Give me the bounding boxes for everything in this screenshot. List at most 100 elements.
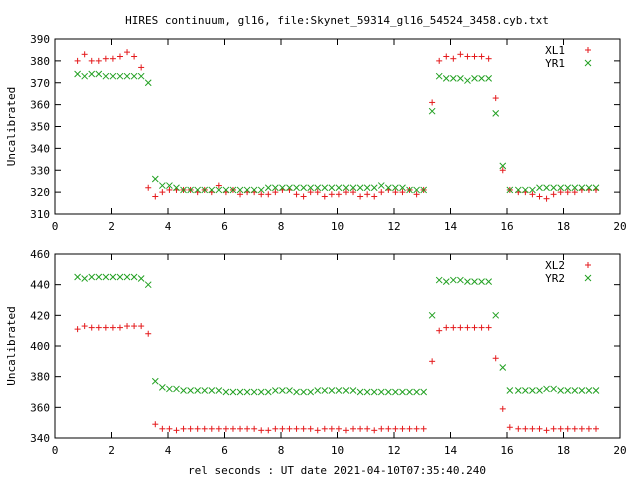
- x-axis-label: rel seconds : UT date 2021-04-10T07:35:4…: [188, 464, 486, 477]
- point-XL2: [342, 427, 349, 434]
- point-YR1: [300, 184, 307, 192]
- y-tick-label: 360: [30, 401, 50, 414]
- point-YR2-d2: [279, 387, 286, 394]
- point-YR2: [363, 388, 371, 396]
- point-YR2: [208, 387, 216, 394]
- point-YR2: [413, 388, 420, 396]
- plot-frame: [54, 253, 621, 439]
- point-YR2-d2: [384, 388, 392, 396]
- legend-marker-YR1-d2: [584, 59, 592, 67]
- point-XL2: [557, 425, 564, 432]
- point-YR1: [514, 186, 522, 194]
- y-tick-label: 320: [30, 186, 50, 199]
- point-YR2: [420, 388, 428, 396]
- point-YR1: [384, 184, 392, 192]
- point-YR2-d2: [264, 388, 272, 396]
- point-YR1-d2: [208, 186, 216, 194]
- point-YR2-d2: [392, 388, 399, 396]
- point-XL2: [578, 425, 585, 432]
- point-YR1-d2: [321, 184, 329, 192]
- point-YR1: [88, 70, 96, 78]
- point-YR1-d2: [88, 70, 96, 78]
- point-YR2-d2: [243, 388, 251, 396]
- point-YR1-d2: [564, 184, 572, 192]
- point-YR2-d2: [514, 387, 522, 394]
- point-XL2: [478, 324, 485, 331]
- point-XL1: [307, 189, 314, 196]
- x-tick-label: 14: [444, 444, 458, 457]
- point-YR1-d2: [81, 72, 89, 80]
- point-YR1: [222, 186, 230, 194]
- point-YR1: [243, 186, 251, 194]
- point-XL2: [173, 427, 180, 434]
- point-YR2-d2: [250, 388, 258, 396]
- point-YR1: [585, 184, 593, 192]
- point-YR1: [399, 184, 406, 192]
- point-YR2: [377, 388, 385, 396]
- point-YR2-d2: [499, 364, 507, 371]
- point-YR2: [578, 387, 586, 394]
- point-XL1: [265, 191, 272, 198]
- point-YR2: [293, 388, 300, 396]
- point-YR1: [522, 186, 529, 194]
- point-XL1: [109, 55, 116, 62]
- point-YR2-d2: [88, 273, 96, 281]
- point-YR1: [314, 184, 322, 192]
- point-XL2: [335, 425, 342, 432]
- point-XL2: [187, 425, 194, 432]
- point-YR1-d2: [550, 184, 557, 192]
- point-YR1-d2: [420, 186, 428, 194]
- point-YR2-d2: [356, 388, 364, 396]
- point-YR1-d2: [578, 184, 586, 192]
- point-YR2: [158, 384, 166, 391]
- legend-label-XL1: XL1: [545, 44, 565, 57]
- point-XL1: [499, 167, 506, 174]
- point-YR2: [102, 273, 110, 281]
- point-YR2-d2: [293, 388, 300, 396]
- chart-title: HIRES continuum, gl16, file:Skynet_59314…: [125, 14, 549, 27]
- point-YR2: [464, 278, 471, 285]
- point-YR1: [485, 75, 492, 82]
- point-XL1: [350, 189, 357, 196]
- point-YR2-d2: [208, 387, 216, 394]
- point-YR1-d2: [543, 184, 550, 192]
- point-YR1: [293, 184, 300, 192]
- point-XL2: [464, 324, 471, 331]
- point-XL2: [321, 425, 328, 432]
- point-YR1: [335, 184, 343, 192]
- y-tick-label: 310: [30, 208, 50, 221]
- point-YR2: [321, 387, 329, 394]
- point-YR1: [123, 72, 131, 80]
- point-YR1-d2: [592, 184, 600, 192]
- point-YR2-d2: [420, 388, 428, 396]
- point-YR2-d2: [194, 387, 202, 394]
- point-YR2-d2: [321, 387, 329, 394]
- point-YR2: [215, 387, 223, 394]
- point-YR1: [144, 79, 152, 87]
- series-YR1: [74, 70, 600, 194]
- point-YR1: [529, 186, 536, 194]
- point-YR2: [522, 387, 529, 394]
- point-YR1: [420, 186, 428, 194]
- point-YR2-d2: [592, 387, 600, 394]
- point-YR2-d2: [457, 276, 464, 284]
- point-XL2: [180, 425, 187, 432]
- point-YR1: [257, 186, 265, 194]
- point-YR2: [222, 388, 230, 396]
- point-YR1: [550, 184, 557, 192]
- point-YR1: [356, 184, 364, 192]
- point-XL1: [300, 193, 307, 200]
- point-XL1: [550, 191, 557, 198]
- point-YR1: [363, 184, 371, 192]
- point-YR2: [449, 276, 457, 284]
- point-YR2-d2: [137, 275, 145, 282]
- x-tick-label: 2: [108, 444, 115, 457]
- point-YR1-d2: [464, 77, 471, 84]
- point-YR2-d2: [342, 387, 350, 394]
- x-tick-label: 2: [108, 220, 115, 233]
- point-XL2: [131, 323, 138, 330]
- point-YR2-d2: [271, 387, 279, 394]
- point-XL1: [166, 186, 173, 193]
- point-XL1: [335, 191, 342, 198]
- point-XL2: [88, 324, 95, 331]
